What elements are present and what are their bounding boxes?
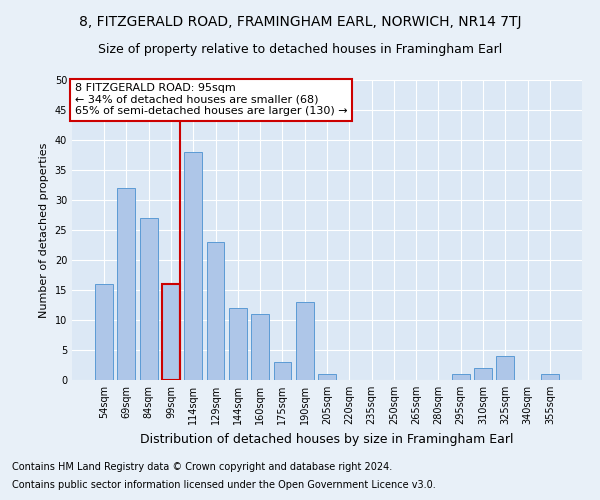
Bar — [184, 152, 202, 380]
Bar — [496, 356, 514, 380]
Bar — [140, 218, 158, 380]
Bar — [118, 188, 136, 380]
Text: Contains HM Land Registry data © Crown copyright and database right 2024.: Contains HM Land Registry data © Crown c… — [12, 462, 392, 472]
Bar — [95, 284, 113, 380]
Y-axis label: Number of detached properties: Number of detached properties — [39, 142, 49, 318]
Bar — [251, 314, 269, 380]
Text: 8, FITZGERALD ROAD, FRAMINGHAM EARL, NORWICH, NR14 7TJ: 8, FITZGERALD ROAD, FRAMINGHAM EARL, NOR… — [79, 15, 521, 29]
Bar — [474, 368, 492, 380]
Bar — [296, 302, 314, 380]
Bar — [162, 284, 180, 380]
Bar — [229, 308, 247, 380]
Text: Size of property relative to detached houses in Framingham Earl: Size of property relative to detached ho… — [98, 42, 502, 56]
Bar — [206, 242, 224, 380]
Text: Contains public sector information licensed under the Open Government Licence v3: Contains public sector information licen… — [12, 480, 436, 490]
Bar — [318, 374, 336, 380]
Text: 8 FITZGERALD ROAD: 95sqm
← 34% of detached houses are smaller (68)
65% of semi-d: 8 FITZGERALD ROAD: 95sqm ← 34% of detach… — [74, 83, 347, 116]
Bar — [274, 362, 292, 380]
Bar — [452, 374, 470, 380]
X-axis label: Distribution of detached houses by size in Framingham Earl: Distribution of detached houses by size … — [140, 432, 514, 446]
Bar — [541, 374, 559, 380]
